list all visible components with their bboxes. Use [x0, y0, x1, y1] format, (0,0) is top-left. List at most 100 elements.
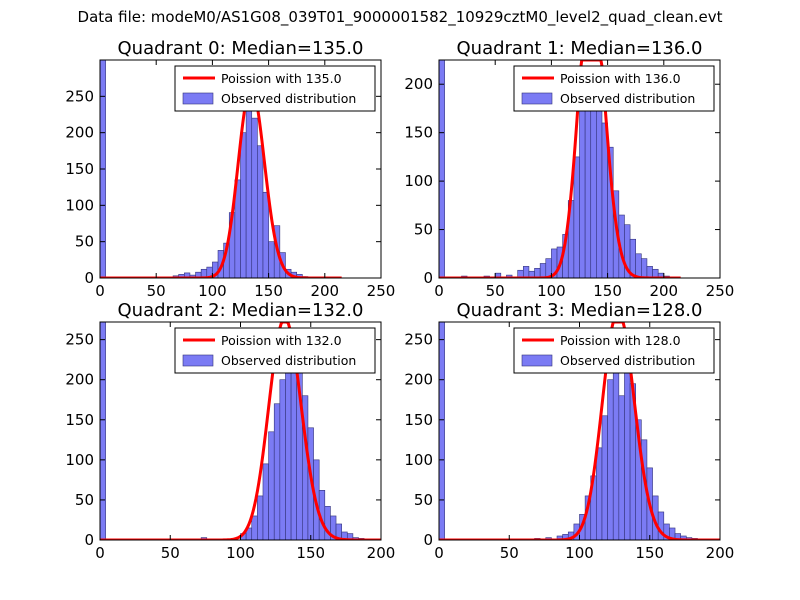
histogram-bar	[579, 108, 586, 278]
x-tick-label: 100	[565, 544, 594, 562]
panel-title: Quadrant 3: Median=128.0	[457, 300, 703, 321]
histogram-bar	[439, 322, 445, 540]
legend-bar-swatch	[182, 92, 214, 105]
legend: Poission with 128.0 Observed distribution	[513, 327, 715, 374]
legend-hist-label: Observed distribution	[221, 91, 356, 106]
panel-title: Quadrant 0: Median=135.0	[118, 38, 364, 59]
y-tick-label: 0	[423, 531, 433, 549]
histogram-bar	[641, 258, 648, 278]
x-tick-label: 0	[95, 544, 105, 562]
histogram-bar	[251, 117, 258, 278]
histogram-bar	[251, 515, 258, 540]
histogram-bar	[100, 322, 106, 540]
histogram-bar	[273, 403, 281, 540]
panel-quadrant-1: 0 50 100 150 200 250 0 50 100 150 200 Quadrant 1: M…	[404, 38, 734, 300]
histogram-bar	[290, 347, 297, 540]
histogram-bar	[268, 241, 275, 278]
y-tick-label: 250	[65, 87, 94, 105]
y-tick-label: 50	[75, 491, 94, 509]
x-tick-label: 200	[367, 544, 396, 562]
y-tick-label: 50	[75, 233, 94, 251]
x-tick-label: 100	[537, 282, 566, 300]
histogram-bar	[257, 495, 264, 540]
y-tick-label: 250	[404, 331, 433, 349]
y-tick-label: 50	[414, 491, 433, 509]
x-tick-label: 0	[434, 544, 444, 562]
axes-frame	[438, 59, 721, 279]
y-tick-label: 200	[404, 371, 433, 389]
x-tick-label: 200	[310, 282, 339, 300]
histogram-bar	[618, 395, 625, 540]
histogram-bar	[257, 145, 264, 278]
x-tick-label: 150	[635, 544, 664, 562]
histogram-bar	[635, 253, 642, 278]
x-tick-label: 150	[593, 282, 622, 300]
legend-box	[513, 327, 715, 374]
panel-title: Quadrant 1: Median=136.0	[457, 38, 703, 59]
histogram-bar	[285, 355, 292, 540]
legend-hist-label: Observed distribution	[560, 91, 695, 106]
histogram-bar	[573, 156, 580, 278]
legend-hist-label: Observed distribution	[221, 353, 356, 368]
histogram-bar	[584, 98, 592, 278]
histogram-bar	[596, 93, 603, 278]
histogram-bar	[245, 103, 253, 278]
legend-bar-swatch	[182, 354, 214, 367]
legend-fit-label: Poission with 128.0	[560, 333, 681, 348]
histogram-bar	[612, 351, 620, 540]
y-tick-label: 100	[65, 196, 94, 214]
histogram-bar	[262, 463, 269, 540]
x-tick-label: 100	[226, 544, 255, 562]
panel-quadrant-0: 0 50 100 150 200 250 0 50 100 150 200 250 Quadrant 0…	[65, 38, 395, 300]
y-tick-label: 0	[423, 269, 433, 287]
legend-bar-swatch	[521, 92, 553, 105]
legend: Poission with 136.0 Observed distribution	[513, 65, 715, 112]
y-tick-label: 200	[65, 124, 94, 142]
y-tick-label: 200	[65, 371, 94, 389]
figure-suptitle: Data file: modeM0/AS1G08_039T01_90000015…	[77, 8, 723, 26]
histogram-bar	[601, 415, 608, 540]
histogram-bar	[346, 533, 354, 540]
histogram-bar	[279, 379, 286, 540]
y-tick-label: 150	[404, 124, 433, 142]
legend-fit-label: Poission with 135.0	[221, 71, 342, 86]
poisson-fit-line	[439, 60, 681, 278]
histogram-bar	[646, 266, 653, 278]
x-tick-label: 50	[147, 282, 166, 300]
x-tick-label: 0	[95, 282, 105, 300]
panel-quadrant-2: 0 50 100 150 200 0 50 100 150 200 250 Quadrant 2: M…	[65, 300, 396, 562]
y-tick-label: 0	[84, 531, 94, 549]
y-tick-label: 100	[404, 451, 433, 469]
histogram-bar	[268, 431, 275, 540]
x-tick-label: 50	[500, 544, 519, 562]
histogram-bar	[522, 266, 530, 278]
histogram-bar	[240, 132, 247, 278]
x-tick-label: 200	[706, 544, 735, 562]
legend: Poission with 132.0 Observed distribution	[174, 327, 376, 374]
histogram-bar	[439, 60, 445, 278]
histogram-bar	[262, 191, 269, 278]
x-tick-label: 150	[254, 282, 283, 300]
histogram-bar	[624, 359, 631, 540]
histogram-bar	[607, 379, 614, 540]
x-tick-label: 0	[434, 282, 444, 300]
x-tick-label: 250	[367, 282, 396, 300]
poisson-fit-line	[100, 85, 342, 278]
histogram-bar	[539, 263, 547, 278]
legend-fit-label: Poission with 136.0	[560, 71, 681, 86]
x-tick-label: 50	[161, 544, 180, 562]
y-tick-label: 50	[414, 221, 433, 239]
legend-bar-swatch	[521, 354, 553, 367]
y-tick-label: 100	[65, 451, 94, 469]
x-tick-label: 200	[649, 282, 678, 300]
panel-title: Quadrant 2: Median=132.0	[118, 300, 364, 321]
y-tick-label: 150	[404, 411, 433, 429]
x-tick-label: 100	[198, 282, 227, 300]
y-tick-label: 200	[404, 75, 433, 93]
y-tick-label: 0	[84, 269, 94, 287]
x-tick-label: 150	[296, 544, 325, 562]
legend: Poission with 135.0 Observed distribution	[174, 65, 376, 112]
x-tick-label: 50	[486, 282, 505, 300]
y-tick-label: 150	[65, 411, 94, 429]
